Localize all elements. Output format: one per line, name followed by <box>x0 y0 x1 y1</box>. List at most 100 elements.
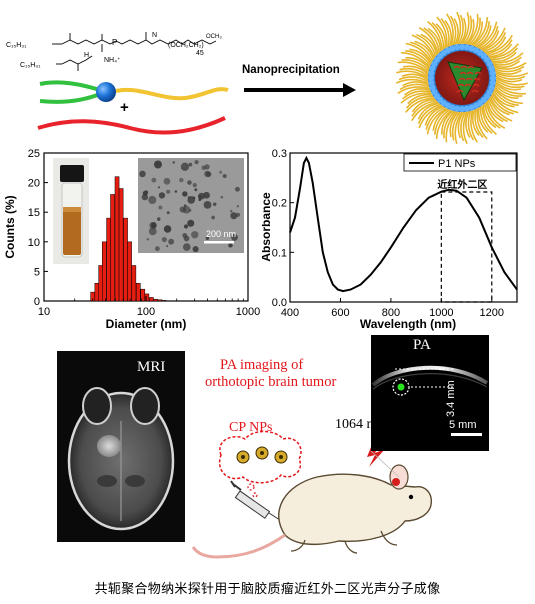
pa-scale-bar <box>451 433 482 436</box>
tem-particle <box>146 238 150 241</box>
peg-brush-strand <box>407 93 433 105</box>
peg-brush-strand <box>471 109 480 137</box>
green-lipid-chain-bottom <box>39 92 101 104</box>
phosphorus-atom: P <box>112 38 117 47</box>
nir-ii-window-label: 近红外二区 <box>437 178 487 191</box>
tem-particle <box>229 209 233 213</box>
peg-brush-strand <box>461 11 470 45</box>
peg-brush-strand <box>492 52 524 64</box>
tem-particle <box>142 190 148 196</box>
peg-brush-strand <box>427 21 443 51</box>
peg-brush-strand <box>417 102 440 120</box>
tem-particle <box>182 191 188 197</box>
pa-label: PA <box>413 337 431 353</box>
peg-brush-strand <box>481 105 497 135</box>
peg-brush-strand <box>426 107 447 135</box>
tem-particle <box>139 170 146 178</box>
peg-brush-strand <box>435 109 452 139</box>
tem-particle <box>192 246 199 253</box>
peg-brush-strand <box>486 100 504 123</box>
tumor-highlight-circle <box>392 378 410 396</box>
abs-y-tick-label: 0.3 <box>272 148 287 160</box>
peg-brush-strand <box>405 42 433 63</box>
absorbance-chart: 0.0 0.1 0.2 0.3 400 600 800 1000 1200 近红外二区 P1 … <box>262 148 518 331</box>
peg-brush-strand <box>405 49 431 67</box>
tumor-region <box>97 435 121 457</box>
peg-brush-strand <box>494 65 525 73</box>
peg-brush-strand <box>483 32 507 53</box>
peg-brush-strand <box>472 17 489 47</box>
tem-particle <box>161 237 167 243</box>
peg-brush-strand <box>457 111 465 139</box>
peg-brush-strand <box>478 25 499 50</box>
tem-particle <box>183 224 189 229</box>
polymer-coil <box>464 83 472 87</box>
tem-particle <box>182 243 191 251</box>
peg-brush-strand <box>491 93 519 114</box>
peg-brush-strand <box>467 110 475 141</box>
peg-brush-strand <box>479 106 493 135</box>
polymer-coil <box>472 83 480 87</box>
peg-brush-strand <box>443 110 456 139</box>
peg-brush-strand <box>418 27 439 55</box>
tem-particle <box>187 180 192 185</box>
peg-brush-strand <box>465 110 471 138</box>
peg-brush-strand <box>494 62 527 70</box>
hist-x-tick-label: 1000 <box>236 306 260 318</box>
tem-particle <box>198 198 202 201</box>
peg-brush-strand <box>432 108 449 131</box>
peg-brush-strand <box>470 110 478 143</box>
tem-particle <box>236 205 239 208</box>
tem-particle <box>154 246 160 252</box>
hist-y-tick-label: 25 <box>28 148 40 160</box>
peg-brush-strand <box>495 75 523 83</box>
abs-x-tick-label: 600 <box>331 307 349 319</box>
peg-brush-strand <box>491 51 517 63</box>
peg-brush-strand <box>490 94 515 115</box>
np-headgroup <box>489 79 496 86</box>
peg-brush-strand <box>399 67 429 77</box>
tem-particle <box>204 170 211 178</box>
peg-brush-strand <box>423 27 441 53</box>
tem-particle <box>194 160 199 165</box>
peg-brush-strand <box>474 108 484 138</box>
peg-brush-strand <box>420 33 438 56</box>
peg-brush-strand <box>459 17 467 45</box>
peg-brush-strand <box>416 33 437 57</box>
peg-brush-strand <box>411 98 436 113</box>
tem-particle <box>172 161 175 164</box>
tem-particle <box>187 219 195 227</box>
peg-brush-strand <box>495 71 529 78</box>
polymer-coil <box>458 77 466 81</box>
peg-brush-strand <box>424 105 444 126</box>
tem-particle <box>150 222 157 229</box>
hydrogen-atom: H <box>84 52 89 59</box>
pa-imaging-label-line1: PA imaging of <box>220 357 303 373</box>
tem-particle <box>166 245 169 248</box>
peg-brush-strand <box>451 111 461 141</box>
peg-brush-strand <box>431 21 445 50</box>
polymer-coil <box>453 65 461 69</box>
peg-brush-strand <box>470 21 483 46</box>
peg-brush-strand <box>487 99 508 123</box>
peg-brush-strand <box>493 88 523 105</box>
tem-particle <box>201 165 206 171</box>
polymer-coil <box>457 83 465 87</box>
peg-brush-strand <box>401 73 429 81</box>
peg-brush-strand <box>475 25 492 48</box>
tem-particle <box>231 234 238 241</box>
mouse-illustration <box>191 464 432 559</box>
lipid-structure <box>52 32 217 71</box>
polymer-coil <box>459 71 467 75</box>
acyl-chain-top: C₁₅H₃₁ <box>6 42 27 49</box>
np-headgroup <box>449 45 456 52</box>
np-headgroup <box>463 105 470 112</box>
abs-x-tick-label: 1000 <box>429 307 453 319</box>
figure-caption: 共轭聚合物纳米探针用于脑胶质瘤近红外二区光声分子成像 <box>94 582 441 597</box>
pa-imaging-illustration: PA imaging of orthotopic brain tumor CP … <box>191 357 432 559</box>
tem-particle <box>151 177 157 183</box>
tem-particle <box>236 212 241 217</box>
tem-particle <box>157 217 161 221</box>
tem-particle <box>157 186 161 189</box>
np-headgroup <box>459 44 465 50</box>
